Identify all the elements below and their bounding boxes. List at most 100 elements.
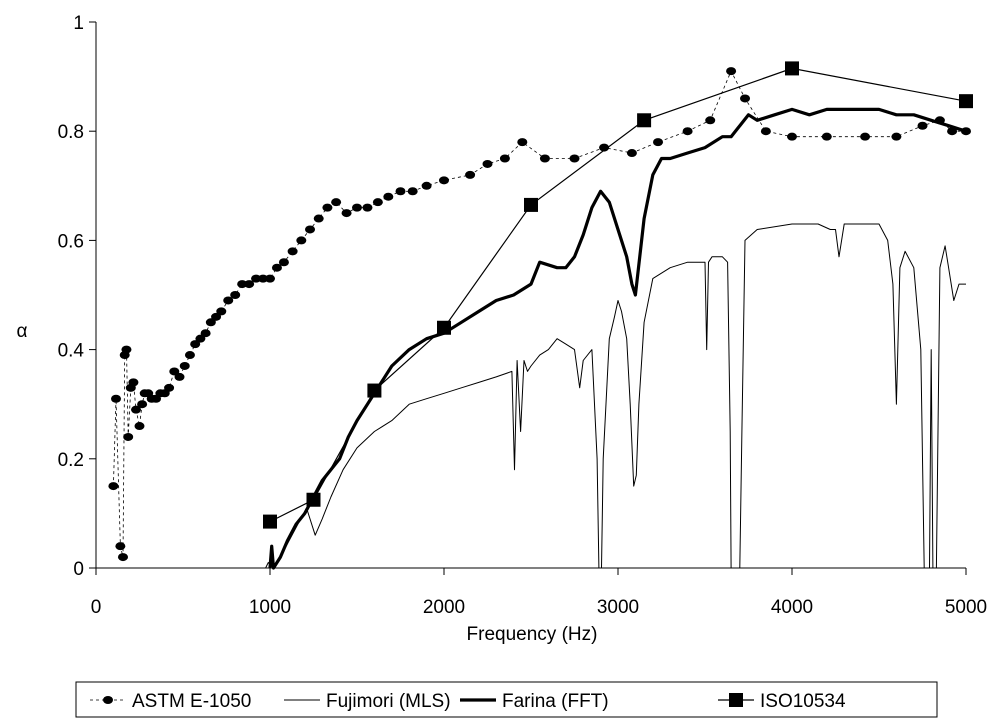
astm-point bbox=[115, 542, 126, 551]
astm-point bbox=[211, 312, 222, 321]
y-tick-label: 0.8 bbox=[58, 122, 84, 143]
astm-point bbox=[200, 329, 211, 338]
iso-point bbox=[637, 113, 652, 128]
astm-point bbox=[653, 138, 664, 147]
astm-point bbox=[223, 296, 234, 305]
astm-point bbox=[499, 154, 510, 163]
astm-point bbox=[205, 318, 216, 327]
legend-item-iso10534: ISO10534 bbox=[718, 691, 846, 712]
astm-line bbox=[113, 70, 966, 558]
iso-point bbox=[959, 94, 973, 109]
y-tick-label: 0.2 bbox=[58, 450, 84, 471]
iso-point bbox=[306, 492, 321, 507]
astm-point bbox=[179, 361, 190, 370]
astm-point bbox=[482, 159, 493, 168]
legend-swatch-marker bbox=[729, 693, 743, 707]
astm-point bbox=[362, 203, 373, 212]
astm-point bbox=[439, 176, 449, 185]
legend-label: ISO10534 bbox=[760, 691, 846, 712]
astm-point bbox=[251, 274, 262, 283]
y-tick-label: 0.6 bbox=[58, 231, 84, 252]
iso-point bbox=[785, 61, 799, 76]
astm-point bbox=[395, 187, 406, 196]
series-farina-fft bbox=[268, 107, 967, 570]
astm-point bbox=[305, 225, 316, 234]
astm-point bbox=[787, 132, 797, 141]
astm-point bbox=[860, 132, 871, 141]
astm-point bbox=[599, 143, 610, 152]
series-layer bbox=[96, 61, 973, 570]
farina-line bbox=[268, 107, 967, 570]
astm-point bbox=[164, 383, 175, 392]
iso-point bbox=[437, 320, 451, 335]
astm-point bbox=[131, 405, 142, 414]
astm-point bbox=[117, 553, 128, 562]
astm-point bbox=[341, 209, 352, 218]
iso-line bbox=[269, 67, 967, 523]
astm-point bbox=[244, 280, 255, 289]
astm-point bbox=[569, 154, 580, 163]
axes: 0 1000 2000 3000 4000 5000 0 0.2 0.4 0.6 0.8 1 bbox=[58, 13, 988, 618]
astm-point bbox=[352, 203, 362, 212]
x-tick-label: 3000 bbox=[597, 597, 639, 618]
astm-point bbox=[383, 192, 394, 201]
legend-label: Farina (FFT) bbox=[502, 691, 609, 712]
astm-point bbox=[265, 274, 275, 283]
astm-point bbox=[174, 372, 185, 381]
series-astm-e-1050 bbox=[108, 67, 971, 562]
astm-point bbox=[216, 307, 227, 316]
astm-point bbox=[278, 258, 289, 267]
legend-item-farina-fft: Farina (FFT) bbox=[460, 691, 609, 712]
legend-label: Fujimori (MLS) bbox=[326, 691, 451, 712]
y-tick-label: 1 bbox=[73, 13, 84, 34]
iso-point bbox=[263, 514, 277, 529]
legend-item-astm-e-1050: ASTM E-1050 bbox=[90, 691, 251, 712]
iso-point bbox=[367, 383, 382, 398]
astm-point bbox=[271, 263, 282, 272]
astm-point bbox=[517, 138, 528, 147]
legend-label: ASTM E-1050 bbox=[132, 691, 251, 712]
astm-point bbox=[258, 274, 269, 283]
astm-point bbox=[287, 247, 298, 256]
astm-point bbox=[296, 236, 307, 245]
astm-point bbox=[421, 181, 432, 190]
x-axis-title: Frequency (Hz) bbox=[467, 624, 598, 645]
fujimori-line bbox=[96, 223, 966, 569]
y-tick-label: 0 bbox=[73, 559, 84, 580]
x-tick-label: 2000 bbox=[423, 597, 465, 618]
astm-point bbox=[134, 422, 145, 431]
astm-point bbox=[891, 132, 902, 141]
astm-point bbox=[760, 127, 771, 136]
astm-point bbox=[121, 345, 132, 354]
astm-point bbox=[626, 149, 637, 158]
x-tick-label: 0 bbox=[91, 597, 102, 618]
astm-point bbox=[169, 367, 180, 376]
astm-point bbox=[108, 482, 119, 491]
astm-point bbox=[195, 334, 206, 343]
astm-point bbox=[322, 203, 333, 212]
astm-point bbox=[465, 170, 476, 179]
astm-point bbox=[917, 121, 928, 130]
series-iso10534 bbox=[263, 61, 973, 529]
legend-item-fujimori-mls: Fujimori (MLS) bbox=[284, 691, 451, 712]
x-tick-label: 1000 bbox=[249, 597, 291, 618]
y-tick-label: 0.4 bbox=[58, 341, 85, 362]
legend-swatch-marker bbox=[103, 696, 113, 704]
series-fujimori-mls bbox=[96, 223, 966, 569]
astm-point bbox=[372, 198, 383, 207]
y-axis-title: α bbox=[17, 321, 28, 342]
astm-point bbox=[190, 340, 201, 349]
astm-point bbox=[407, 187, 418, 196]
astm-point bbox=[128, 378, 139, 387]
astm-point bbox=[313, 214, 324, 223]
legend-box bbox=[75, 681, 938, 718]
astm-point bbox=[740, 94, 751, 103]
x-tick-label: 5000 bbox=[945, 597, 987, 618]
astm-point bbox=[184, 351, 195, 360]
astm-point bbox=[137, 400, 148, 409]
astm-point bbox=[682, 127, 693, 136]
astm-point bbox=[230, 291, 241, 299]
astm-point bbox=[726, 67, 737, 76]
astm-point bbox=[331, 198, 342, 207]
